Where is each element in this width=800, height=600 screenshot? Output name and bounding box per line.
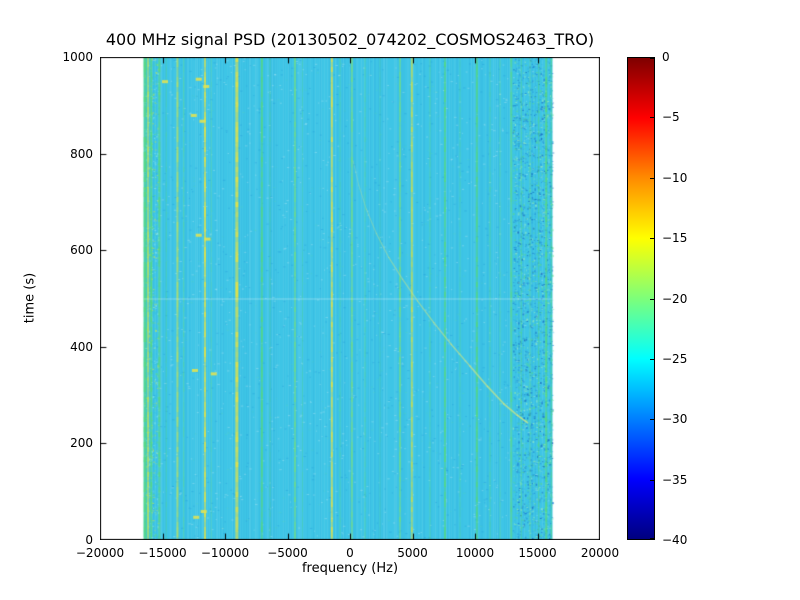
colorbar-tick-label: −5 [662, 110, 680, 125]
colorbar-tick [650, 538, 654, 539]
spectrogram-canvas [100, 57, 600, 540]
x-tick-label: 15000 [518, 546, 557, 560]
y-tick-label: 400 [70, 339, 93, 354]
colorbar-tick [650, 238, 654, 240]
y-axis-label: time (s) [22, 272, 38, 324]
colorbar-tick-label: −20 [662, 291, 688, 306]
y-tick-label: 200 [70, 436, 93, 451]
colorbar-tick-label: −15 [662, 231, 688, 246]
colorbar-tick-label: −40 [662, 533, 688, 547]
colorbar-tick [650, 58, 654, 59]
x-tick-label: 0 [346, 546, 354, 560]
colorbar-tick [650, 117, 654, 119]
colorbar-tick [650, 479, 654, 481]
x-tick-label: −20000 [75, 546, 125, 560]
colorbar-tick [650, 358, 654, 360]
colorbar-tick-label: 0 [662, 50, 670, 64]
colorbar-tick [650, 298, 654, 300]
colorbar-tick [650, 419, 654, 421]
x-tick-label: 20000 [580, 546, 620, 560]
x-axis-label: frequency (Hz) [301, 561, 399, 576]
chart-title: 400 MHz signal PSD (20130502_074202_COSM… [105, 30, 595, 49]
y-tick-label: 600 [70, 243, 93, 258]
colorbar-tick-label: −35 [662, 472, 688, 487]
colorbar-tick-label: −10 [662, 170, 688, 185]
y-tick-label: 1000 [62, 50, 93, 64]
colorbar-tick-label: −25 [662, 351, 688, 366]
x-tick-label: 5000 [397, 546, 428, 560]
colorbar-tick [650, 177, 654, 179]
y-tick-label: 0 [85, 533, 93, 547]
x-tick-label: 10000 [455, 546, 495, 560]
colorbar-tick-label: −30 [662, 412, 688, 427]
x-tick-label: −15000 [138, 546, 187, 560]
x-tick-label: −10000 [200, 546, 250, 560]
y-tick-label: 800 [70, 146, 93, 161]
x-tick-label: −5000 [267, 546, 308, 560]
